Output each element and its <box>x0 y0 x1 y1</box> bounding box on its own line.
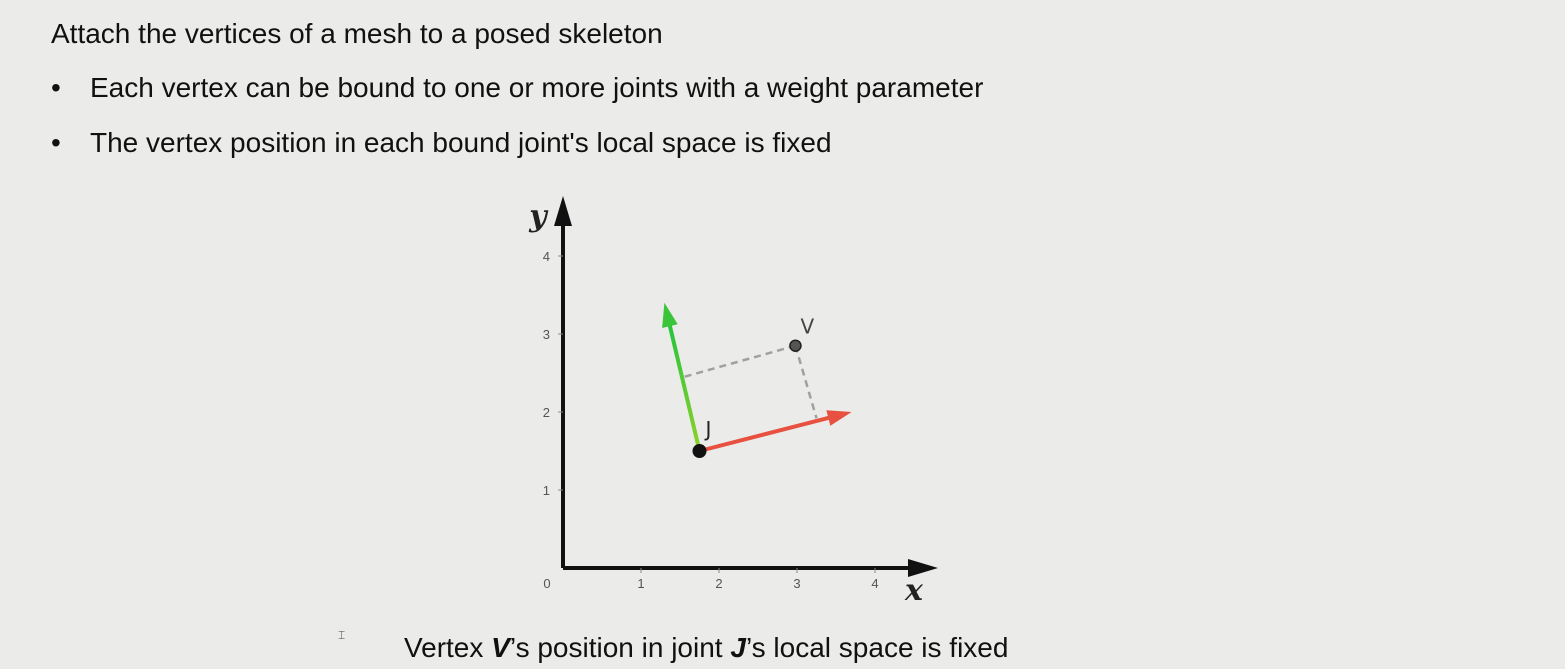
bullet-text: The vertex position in each bound joint'… <box>90 127 832 158</box>
projection-line-x <box>794 345 818 419</box>
x-tick-label: 2 <box>715 576 722 591</box>
caption: Vertex V’s position in joint J’s local s… <box>404 630 1008 666</box>
y-axis-arrowhead-icon <box>554 196 572 226</box>
y-axis-label: y <box>528 199 549 234</box>
x-tick-label: 4 <box>871 576 878 591</box>
vertex-point <box>789 339 802 352</box>
caption-pre: Vertex <box>404 632 492 663</box>
origin-label: 0 <box>543 576 550 591</box>
joint-y-axis-arrow <box>667 321 702 452</box>
y-tick-label: 1 <box>543 483 550 498</box>
caption-post: ’s local space is fixed <box>745 632 1009 663</box>
y-tick-label: 2 <box>543 405 550 420</box>
caption-vertex-symbol: V <box>491 632 510 663</box>
vertex-label: V <box>800 315 814 339</box>
joint-x-arrowhead-icon <box>826 410 852 426</box>
projection-line-y <box>683 344 796 379</box>
joint-x-axis-arrow <box>699 415 833 453</box>
bullet-dot-icon: • <box>51 127 61 158</box>
bullet-item: • Each vertex can be bound to one or mor… <box>51 70 983 125</box>
caption-joint-symbol: J <box>730 632 746 663</box>
y-tick-label: 3 <box>543 327 550 342</box>
bullet-dot-icon: • <box>51 72 61 103</box>
slide-title: Attach the vertices of a mesh to a posed… <box>51 18 663 49</box>
bullet-text: Each vertex can be bound to one or more … <box>90 72 984 103</box>
bullet-list: • Each vertex can be bound to one or mor… <box>51 70 983 180</box>
joint-point <box>692 444 707 458</box>
joint-label: J <box>704 417 712 441</box>
x-tick-label: 1 <box>637 576 644 591</box>
mouse-cursor-icon: ⌶ <box>338 628 346 642</box>
joint-y-arrowhead-icon <box>662 302 678 328</box>
bullet-item: • The vertex position in each bound join… <box>51 125 983 180</box>
caption-mid: ’s position in joint <box>509 632 731 663</box>
x-tick-label: 3 <box>793 576 800 591</box>
axes-group: 1 2 3 4 1 2 3 4 0 x y <box>528 196 938 608</box>
x-axis-arrowhead-icon <box>908 559 938 577</box>
local-frame-group: JV <box>662 302 852 458</box>
y-tick-label: 4 <box>543 249 550 264</box>
x-axis-label: x <box>904 573 924 608</box>
